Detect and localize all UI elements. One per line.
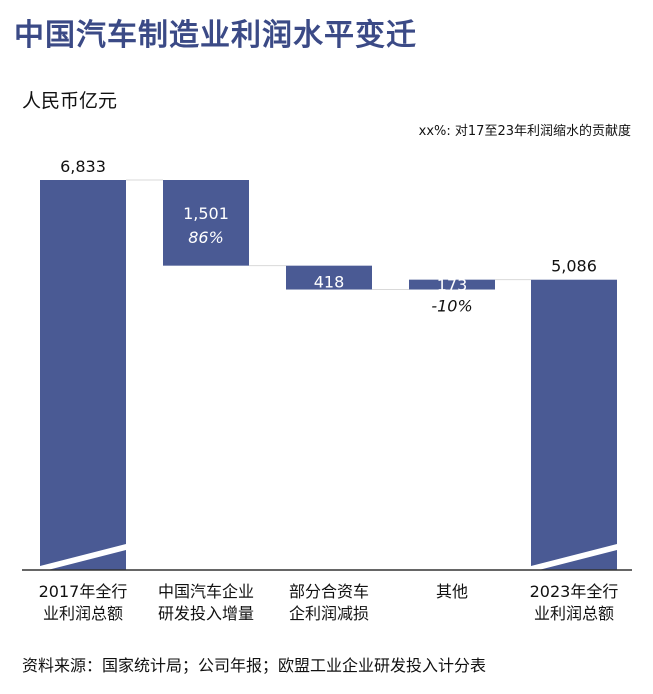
chart-title: 中国汽车制造业利润水平变迁	[14, 18, 417, 53]
category-label: 2023年全行	[530, 582, 619, 601]
contribution-label: 24%	[311, 298, 347, 317]
category-label: 企利润减损	[289, 604, 369, 623]
data-label: 5,086	[551, 257, 597, 276]
category-label: 业利润总额	[43, 604, 123, 623]
bar	[163, 180, 249, 266]
contribution-note: xx%: 对17至23年利润缩水的贡献度	[418, 124, 631, 139]
data-label: 1,501	[183, 204, 229, 223]
bar	[409, 279, 495, 290]
category-label: 中国汽车企业	[158, 582, 254, 601]
bar	[40, 180, 126, 570]
axis-break-mark	[531, 544, 617, 572]
data-label: 173	[437, 276, 468, 295]
unit-label: 人民币亿元	[22, 90, 118, 112]
contribution-label: 86%	[188, 228, 224, 247]
category-label: 2017年全行	[39, 582, 128, 601]
bar	[286, 265, 372, 290]
category-label: 部分合资车	[289, 582, 369, 601]
contribution-label: -10%	[431, 297, 472, 316]
bar	[531, 279, 617, 570]
category-label: 业利润总额	[534, 604, 614, 623]
source-note: 资料来源：国家统计局；公司年报；欧盟工业企业研发投入计分表	[22, 656, 487, 675]
category-label: 其他	[436, 582, 468, 601]
axis-break-mark	[40, 544, 126, 572]
category-label: 研发投入增量	[158, 604, 254, 623]
data-label: 6,833	[60, 157, 106, 176]
data-label: 418	[314, 273, 345, 292]
